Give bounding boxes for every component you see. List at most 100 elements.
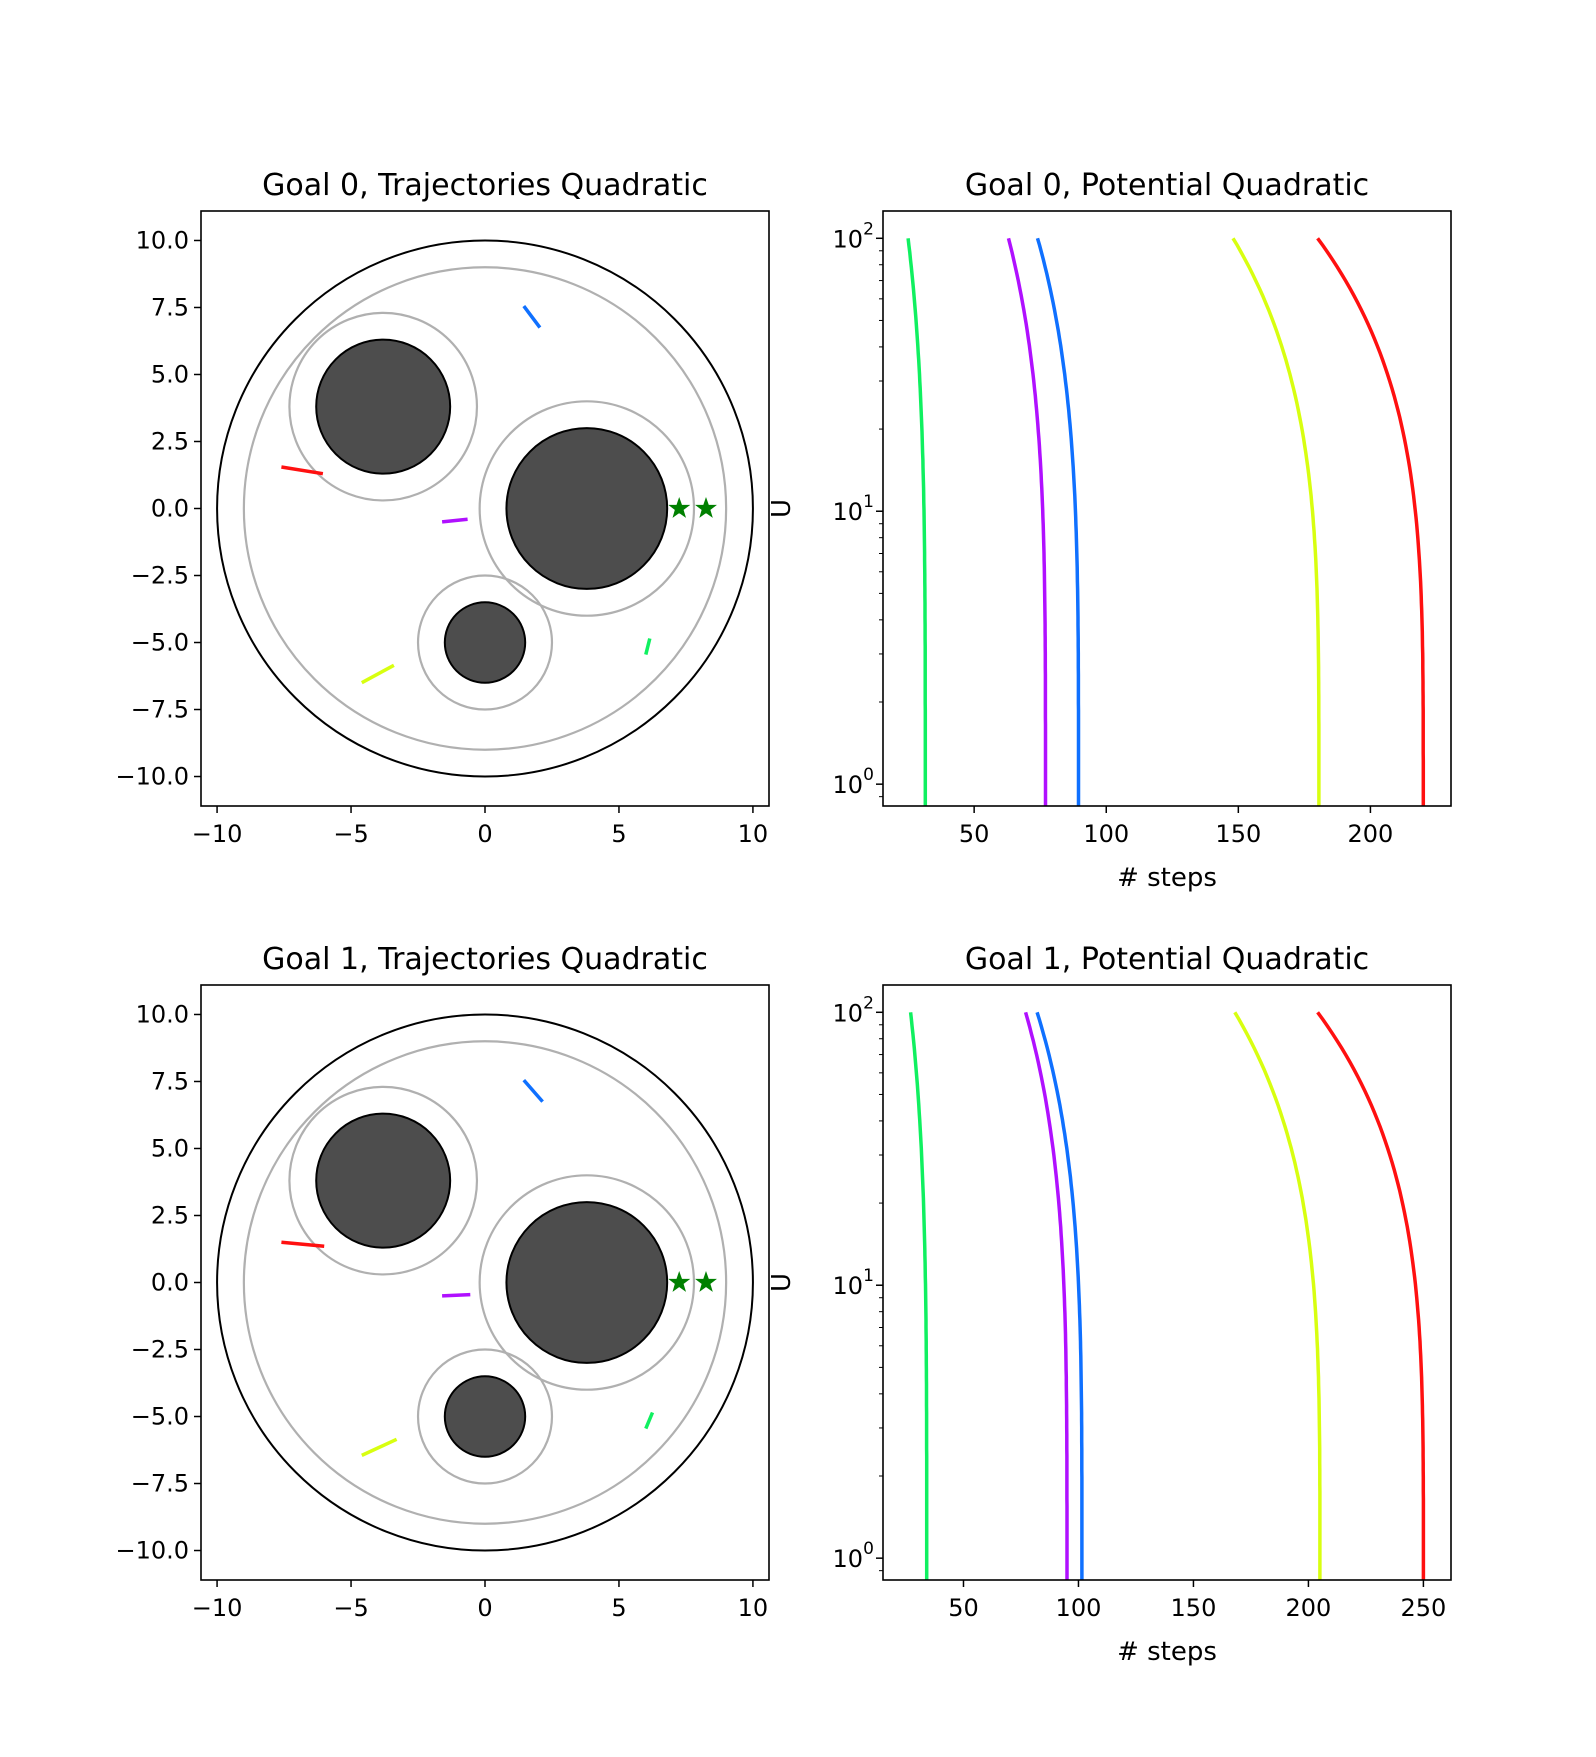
obstacle-1: [505, 427, 669, 590]
potential-series-1: [1006, 237, 1048, 806]
x-tick-label: 10: [738, 820, 769, 848]
x-tick-label: −10: [192, 1594, 243, 1622]
y-tick-label: 10: [832, 771, 863, 799]
potential-series-3: [1233, 1011, 1322, 1580]
x-tick-label: 150: [1171, 1594, 1217, 1622]
trajectory-segment-2: [442, 1292, 471, 1298]
trajectory-segment-2: [441, 517, 468, 524]
x-tick-label: −5: [333, 820, 368, 848]
tick-base: 10: [832, 771, 863, 799]
obstacle-margin-2: [416, 1348, 554, 1485]
trajectory-segment-0: [522, 1078, 544, 1103]
chart-title: Goal 0, Potential Quadratic: [965, 168, 1369, 203]
potential-series-1: [1023, 1011, 1069, 1580]
potential-series-2: [1035, 1011, 1084, 1580]
y-tick-label: 2.5: [151, 1201, 189, 1229]
y-tick-label: 10: [832, 1272, 863, 1300]
chart-title: Goal 1, Trajectories Quadratic: [262, 942, 708, 977]
chart-panel-0: Goal 0, Trajectories Quadratic 10.0 7.5 5.0…: [115, 168, 770, 848]
y-tick-label: −5.0: [131, 1403, 189, 1431]
axes-frame: [200, 210, 770, 807]
inner-boundary-circle: [242, 266, 728, 751]
x-tick-label: 150: [1215, 820, 1261, 848]
y-tick-exponent: 0: [863, 1539, 874, 1559]
y-tick-label: 0.0: [151, 1269, 189, 1297]
outer-boundary-circle: [216, 239, 754, 778]
y-tick-label: −2.5: [131, 562, 189, 590]
x-tick-label: −10: [192, 820, 243, 848]
potential-series-0: [906, 238, 928, 806]
y-tick-label: −5.0: [131, 629, 189, 657]
y-axis-label: U: [767, 499, 797, 518]
obstacle-margin-0: [288, 1085, 479, 1276]
y-tick-label: 10: [832, 999, 863, 1027]
x-tick-label: 200: [1286, 1594, 1332, 1622]
trajectory-segment-4: [644, 638, 652, 656]
potential-series-4: [1316, 237, 1426, 806]
x-tick-label: 5: [611, 820, 626, 848]
x-tick-label: 100: [1083, 820, 1129, 848]
chart-title: Goal 0, Trajectories Quadratic: [262, 168, 708, 203]
y-axis-label: U: [767, 1273, 797, 1292]
potential-series-3: [1231, 237, 1321, 806]
tick-base: 10: [832, 999, 863, 1027]
trajectory-segment-0: [522, 305, 542, 329]
trajectory-segment-4: [644, 1411, 655, 1430]
x-tick-label: 200: [1348, 820, 1394, 848]
axes-frame: [200, 984, 770, 1581]
y-tick-label: 10.0: [136, 1000, 189, 1028]
y-tick-exponent: 2: [863, 219, 874, 239]
x-tick-label: 50: [948, 1594, 979, 1622]
x-tick-label: 50: [959, 820, 990, 848]
x-tick-label: −5: [333, 1594, 368, 1622]
trajectory-segment-1: [281, 465, 324, 476]
x-axis-label: # steps: [1117, 863, 1217, 893]
obstacle-2: [443, 601, 527, 684]
x-axis-label: # steps: [1117, 1637, 1217, 1667]
y-tick-label: −7.5: [131, 696, 189, 724]
obstacle-0: [315, 338, 452, 475]
y-tick-label: 7.5: [151, 1067, 189, 1095]
inner-boundary-circle: [242, 1040, 728, 1525]
trajectory-segment-3: [360, 663, 395, 685]
tick-base: 10: [832, 1272, 863, 1300]
obstacle-margin-2: [416, 574, 554, 711]
y-tick-label: −7.5: [131, 1470, 189, 1498]
x-tick-label: 250: [1400, 1594, 1446, 1622]
goal-star-0: [668, 496, 691, 518]
y-tick-label: −2.5: [131, 1336, 189, 1364]
tick-base: 10: [832, 1545, 863, 1573]
plot-area: [908, 1011, 1426, 1580]
y-tick-label: 5.0: [151, 1134, 189, 1162]
y-tick-label: 10: [832, 1545, 863, 1573]
obstacle-2: [443, 1375, 527, 1458]
axes-frame: [882, 210, 1452, 807]
plot-area: [216, 1013, 754, 1552]
plot-area: [216, 239, 754, 778]
x-tick-label: 10: [738, 1594, 769, 1622]
y-tick-label: 0.0: [151, 495, 189, 523]
y-tick-label: 10: [832, 498, 863, 526]
goal-star-1: [695, 1270, 717, 1292]
tick-base: 10: [832, 498, 863, 526]
x-tick-label: 0: [477, 820, 492, 848]
y-tick-exponent: 2: [863, 993, 874, 1013]
x-tick-label: 100: [1056, 1594, 1102, 1622]
trajectory-segment-3: [361, 1437, 398, 1457]
trajectory-segment-1: [281, 1240, 325, 1249]
chart-panel-2: Goal 1, Trajectories Quadratic 10.0 7.5 5.0…: [115, 942, 770, 1622]
outer-boundary-circle: [216, 1013, 754, 1552]
y-tick-label: 2.5: [151, 427, 189, 455]
y-tick-exponent: 1: [863, 1266, 874, 1286]
goal-star-0: [668, 1270, 691, 1292]
obstacle-margin-1: [478, 400, 696, 617]
chart-title: Goal 1, Potential Quadratic: [965, 942, 1369, 977]
x-tick-label: 5: [611, 1594, 626, 1622]
goal-star-1: [695, 496, 717, 518]
axes-frame: [882, 984, 1452, 1581]
potential-series-4: [1316, 1011, 1426, 1580]
y-tick-label: 10.0: [136, 226, 189, 254]
obstacle-1: [505, 1201, 669, 1364]
